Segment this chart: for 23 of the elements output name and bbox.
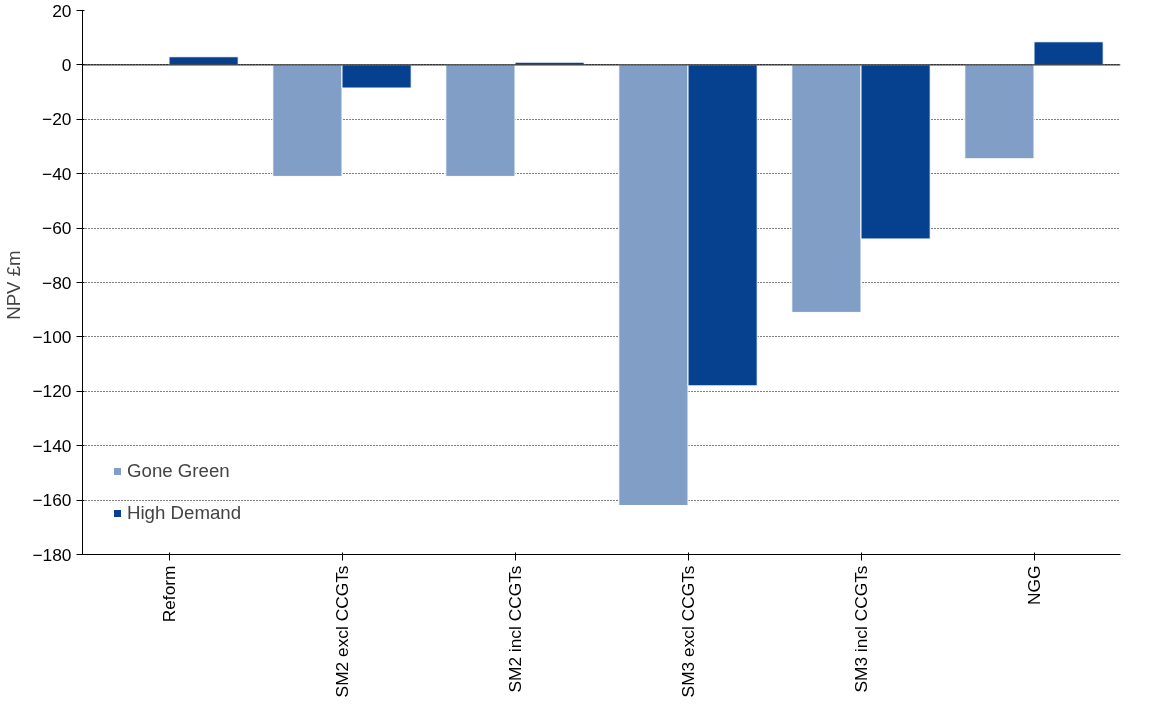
y-tick-label: −160 — [32, 490, 72, 511]
bar — [1033, 41, 1104, 66]
y-tick-label: −180 — [32, 544, 72, 565]
y-tick-label: −80 — [42, 272, 72, 293]
y-tick-label: 0 — [61, 54, 72, 75]
legend-label: High Demand — [127, 502, 242, 524]
y-tick-label: −40 — [42, 163, 72, 184]
x-tick-label: SM2 excl CCGTs — [332, 565, 352, 698]
y-tick-label: −20 — [42, 109, 72, 130]
x-tick-label: SM3 incl CCGTs — [851, 565, 871, 693]
x-tick-label: NGG — [1024, 565, 1044, 605]
legend-label: Gone Green — [127, 460, 230, 482]
y-tick-label: −140 — [32, 435, 72, 456]
bar — [445, 64, 516, 177]
bar — [964, 64, 1035, 160]
x-tick-label: Reform — [159, 565, 179, 623]
y-tick-label: −100 — [32, 326, 72, 347]
y-axis-title: NPV £m — [3, 250, 25, 320]
y-tick-label: 20 — [52, 0, 72, 21]
x-tick-label: SM2 incl CCGTs — [505, 565, 525, 693]
y-tick-label: −60 — [42, 218, 72, 239]
y-tick-label: −120 — [32, 381, 72, 402]
x-tick-label: SM3 excl CCGTs — [678, 565, 698, 698]
